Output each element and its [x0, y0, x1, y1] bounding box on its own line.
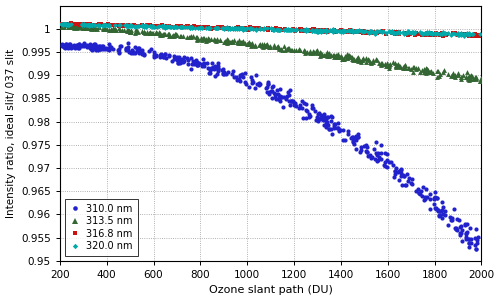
310.0 nm [288, 99, 294, 103]
313.5 nm [478, 76, 484, 80]
313.5 nm [465, 75, 471, 79]
316.8 nm [310, 29, 316, 33]
316.8 nm [58, 22, 64, 26]
Y-axis label: Intensity ratio, ideal slit/ 037 slit: Intensity ratio, ideal slit/ 037 slit [6, 48, 16, 218]
310.0 nm [473, 247, 479, 251]
316.8 nm [245, 28, 251, 32]
Line: 310.0 nm: 310.0 nm [60, 41, 480, 251]
320.0 nm [60, 22, 66, 26]
313.5 nm [257, 42, 263, 46]
Legend: 310.0 nm, 313.5 nm, 316.8 nm, 320.0 nm: 310.0 nm, 313.5 nm, 316.8 nm, 320.0 nm [65, 199, 138, 256]
313.5 nm [59, 25, 65, 29]
Line: 316.8 nm: 316.8 nm [59, 21, 481, 38]
313.5 nm [477, 79, 483, 83]
316.8 nm [476, 34, 482, 38]
313.5 nm [70, 24, 76, 27]
320.0 nm [460, 34, 466, 38]
320.0 nm [58, 22, 64, 26]
310.0 nm [266, 82, 272, 85]
320.0 nm [366, 30, 372, 34]
320.0 nm [240, 26, 246, 30]
313.5 nm [62, 23, 68, 27]
316.8 nm [68, 21, 73, 25]
313.5 nm [276, 46, 281, 50]
313.5 nm [202, 39, 208, 43]
310.0 nm [315, 119, 321, 123]
310.0 nm [268, 90, 274, 93]
320.0 nm [477, 32, 483, 36]
316.8 nm [362, 31, 368, 34]
313.5 nm [406, 66, 412, 69]
310.0 nm [405, 180, 411, 183]
Line: 320.0 nm: 320.0 nm [59, 22, 482, 38]
320.0 nm [288, 27, 294, 31]
320.0 nm [359, 29, 365, 33]
320.0 nm [310, 29, 316, 32]
316.8 nm [476, 35, 482, 38]
310.0 nm [476, 235, 482, 238]
310.0 nm [59, 44, 65, 47]
310.0 nm [81, 42, 87, 45]
320.0 nm [135, 24, 141, 27]
Line: 313.5 nm: 313.5 nm [60, 23, 484, 83]
316.8 nm [130, 25, 136, 28]
316.8 nm [374, 30, 380, 34]
316.8 nm [290, 27, 296, 31]
310.0 nm [466, 237, 472, 241]
X-axis label: Ozone slant path (DU): Ozone slant path (DU) [208, 285, 332, 296]
